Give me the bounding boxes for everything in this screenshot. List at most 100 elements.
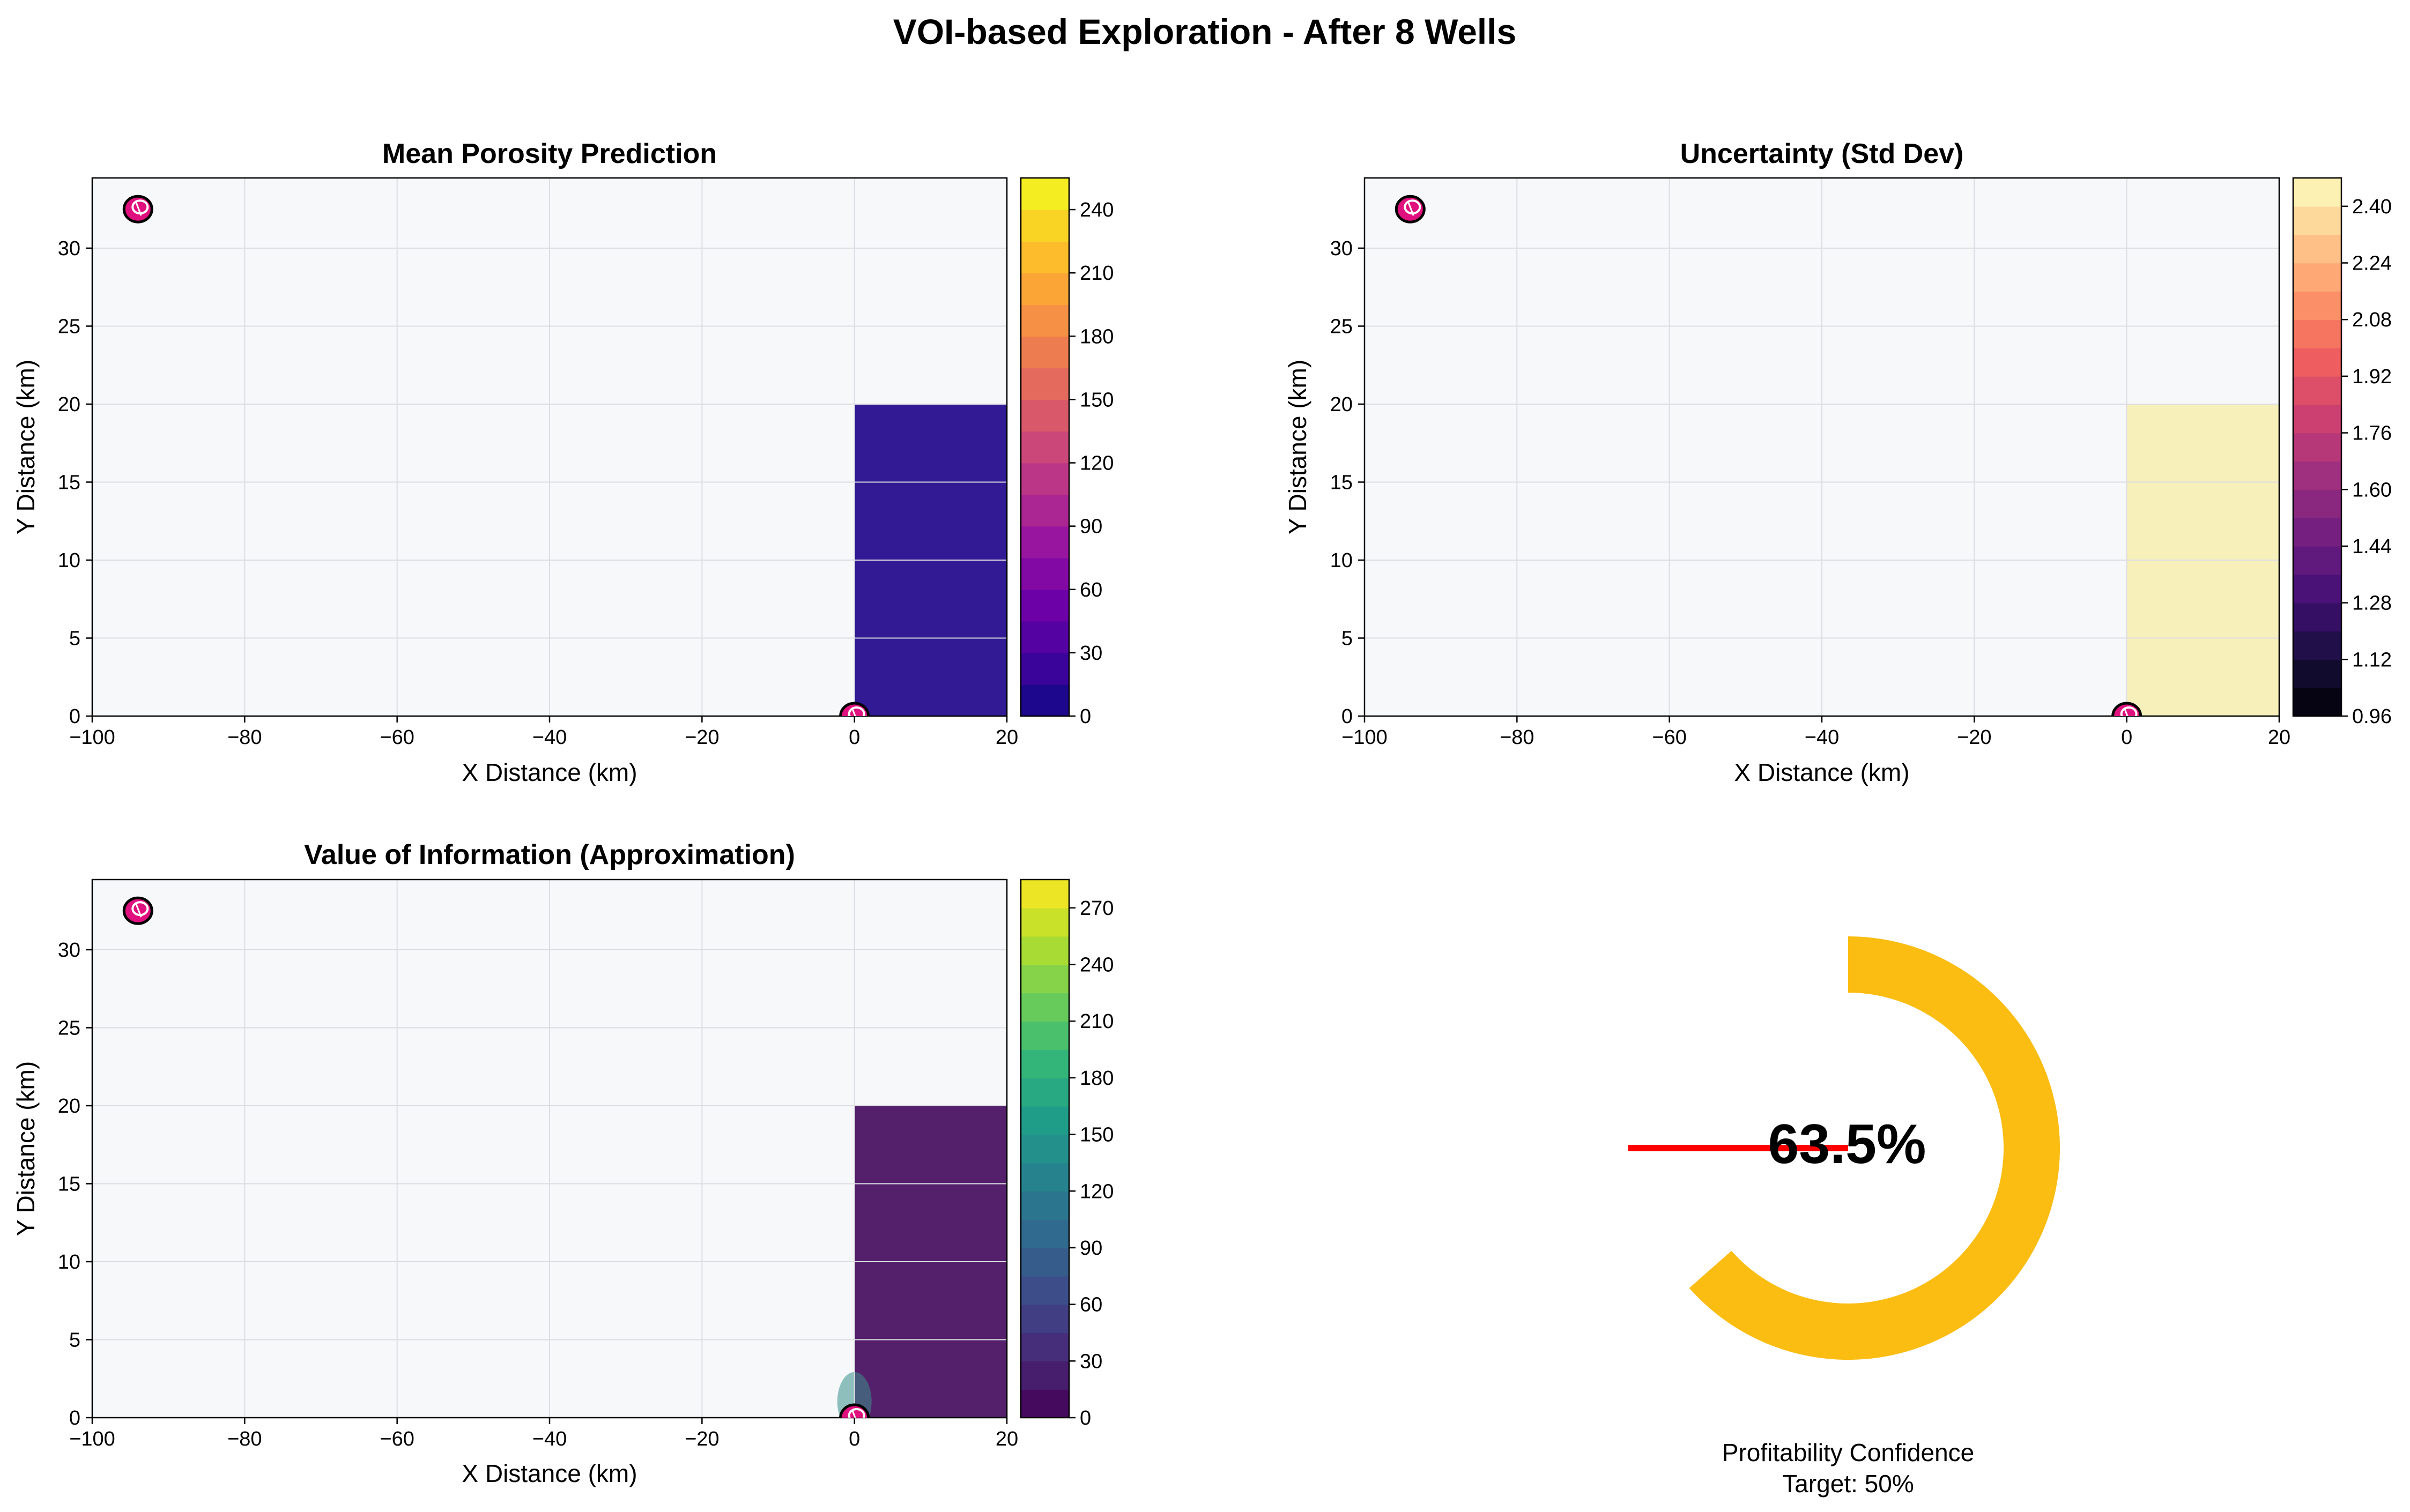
colorbar-band bbox=[2293, 348, 2341, 377]
x-axis-label: X Distance (km) bbox=[462, 758, 637, 786]
y-tick-label: 25 bbox=[58, 315, 80, 338]
colorbar-band bbox=[2293, 461, 2341, 490]
colorbar-band bbox=[1021, 463, 1069, 495]
y-tick-label: 30 bbox=[1330, 237, 1353, 260]
colorbar-band bbox=[2293, 376, 2341, 405]
colorbar-band bbox=[2293, 433, 2341, 462]
colorbar-band bbox=[1021, 1276, 1069, 1305]
colorbar-band bbox=[2293, 546, 2341, 575]
colorbar-tick-label: 240 bbox=[1080, 199, 1114, 221]
colorbar: 0 30 60 90 120 150 180 210 240 270 bbox=[1020, 878, 1114, 1429]
colorbar-tick-label: 0.96 bbox=[2352, 705, 2392, 728]
well-marker-inner bbox=[2120, 706, 2138, 716]
colorbar-tick-label: 150 bbox=[1080, 1124, 1114, 1146]
colorbar-band bbox=[2293, 489, 2341, 518]
panel-title: Mean Porosity Prediction bbox=[382, 138, 717, 169]
colorbar-band bbox=[1021, 336, 1069, 369]
colorbar-tick-label: 2.08 bbox=[2352, 309, 2392, 331]
colorbar-band bbox=[1021, 993, 1069, 1022]
x-tick-label: −60 bbox=[1652, 726, 1686, 749]
colorbar-tick-label: 150 bbox=[1080, 389, 1114, 411]
colorbar-band bbox=[2293, 263, 2341, 292]
x-tick-label: 20 bbox=[996, 1428, 1018, 1450]
colorbar-band bbox=[1021, 1247, 1069, 1277]
x-tick-label: 0 bbox=[2121, 726, 2132, 749]
colorbar-band bbox=[1021, 1304, 1069, 1334]
colorbar: 0.96 1.12 1.28 1.44 1.60 1.76 1.92 2.08 2.24 2.40 bbox=[2292, 177, 2392, 728]
x-tick-label: −100 bbox=[69, 726, 115, 749]
colorbar-tick-label: 180 bbox=[1080, 325, 1114, 348]
well-marker-mark bbox=[851, 708, 856, 716]
well-marker bbox=[122, 195, 153, 224]
well-marker-outer bbox=[2111, 702, 2142, 716]
colorbar-tick-label: 1.76 bbox=[2352, 422, 2392, 445]
gauge-target-label: Target: 50% bbox=[1782, 1470, 1914, 1498]
colorbar-band bbox=[1021, 494, 1069, 527]
well-marker-mark bbox=[851, 1410, 856, 1418]
colorbar-band bbox=[2293, 688, 2341, 717]
y-tick-label: 0 bbox=[69, 705, 80, 728]
y-tick-label: 30 bbox=[58, 939, 80, 962]
colorbar-tick-label: 0 bbox=[1080, 1407, 1091, 1429]
y-tick-label: 10 bbox=[1330, 549, 1353, 572]
colorbar-band bbox=[1021, 526, 1069, 558]
y-tick-label: 20 bbox=[58, 393, 80, 416]
colorbar-tick-label: 210 bbox=[1080, 262, 1114, 285]
y-tick-label: 15 bbox=[58, 471, 80, 494]
colorbar-band bbox=[1021, 1077, 1069, 1107]
y-tick-label: 30 bbox=[58, 237, 80, 260]
colorbar-band bbox=[1021, 880, 1069, 908]
panel-title: Uncertainty (Std Dev) bbox=[1680, 138, 1964, 169]
colorbar-band bbox=[2293, 404, 2341, 434]
colorbar-band bbox=[1021, 1106, 1069, 1135]
colorbar-tick-label: 180 bbox=[1080, 1067, 1114, 1090]
value-of-information-panel: Value of Information (Approximation) X D… bbox=[12, 839, 1114, 1487]
colorbar-band bbox=[1021, 907, 1069, 937]
colorbar-tick-label: 0 bbox=[1080, 705, 1091, 728]
colorbar-band bbox=[1021, 1332, 1069, 1362]
colorbar-tick-label: 30 bbox=[1080, 1350, 1102, 1373]
colorbar-tick-label: 90 bbox=[1080, 516, 1102, 538]
colorbar-band bbox=[1021, 684, 1069, 717]
colorbar-tick-label: 60 bbox=[1080, 579, 1102, 601]
y-axis-label: Y Distance (km) bbox=[1284, 360, 1311, 534]
y-tick-label: 20 bbox=[1330, 393, 1353, 416]
colorbar-band bbox=[2293, 659, 2341, 688]
colorbar-band bbox=[1021, 304, 1069, 337]
y-tick-label: 5 bbox=[69, 627, 80, 650]
y-tick-label: 10 bbox=[58, 1251, 80, 1273]
colorbar-tick-label: 90 bbox=[1080, 1237, 1102, 1260]
x-tick-label: −80 bbox=[1500, 726, 1534, 749]
colorbar-band bbox=[1021, 1361, 1069, 1390]
colorbar-tick-label: 1.60 bbox=[2352, 479, 2392, 501]
heatmap-regions bbox=[837, 1105, 1007, 1418]
x-axis-label: X Distance (km) bbox=[462, 1459, 637, 1487]
colorbar-tick-label: 60 bbox=[1080, 1294, 1102, 1316]
colorbar-band bbox=[1021, 964, 1069, 994]
colorbar-tick-label: 240 bbox=[1080, 954, 1114, 977]
colorbar-band bbox=[1021, 589, 1069, 622]
colorbar-tick-label: 210 bbox=[1080, 1010, 1114, 1033]
well-marker-mark bbox=[2124, 708, 2129, 716]
well-marker bbox=[122, 896, 153, 925]
y-tick-label: 25 bbox=[58, 1017, 80, 1039]
y-tick-label: 5 bbox=[1341, 627, 1353, 650]
colorbar-band bbox=[1021, 621, 1069, 653]
y-tick-label: 15 bbox=[1330, 471, 1353, 494]
panel-title: Value of Information (Approximation) bbox=[304, 839, 795, 870]
x-tick-label: −100 bbox=[69, 1428, 115, 1450]
colorbar-band bbox=[2293, 206, 2341, 235]
colorbar-band bbox=[2293, 602, 2341, 632]
colorbar-frame bbox=[1020, 177, 1070, 717]
colorbar-band bbox=[2293, 234, 2341, 264]
y-tick-label: 5 bbox=[69, 1329, 80, 1351]
y-tick-label: 15 bbox=[58, 1173, 80, 1195]
well-marker bbox=[839, 1403, 870, 1418]
y-tick-label: 20 bbox=[58, 1095, 80, 1118]
colorbar-tick-label: 30 bbox=[1080, 642, 1102, 665]
colorbar-band bbox=[1021, 652, 1069, 685]
colorbar-band bbox=[1021, 1049, 1069, 1078]
x-tick-label: −60 bbox=[380, 726, 414, 749]
well-marker bbox=[2111, 702, 2142, 716]
